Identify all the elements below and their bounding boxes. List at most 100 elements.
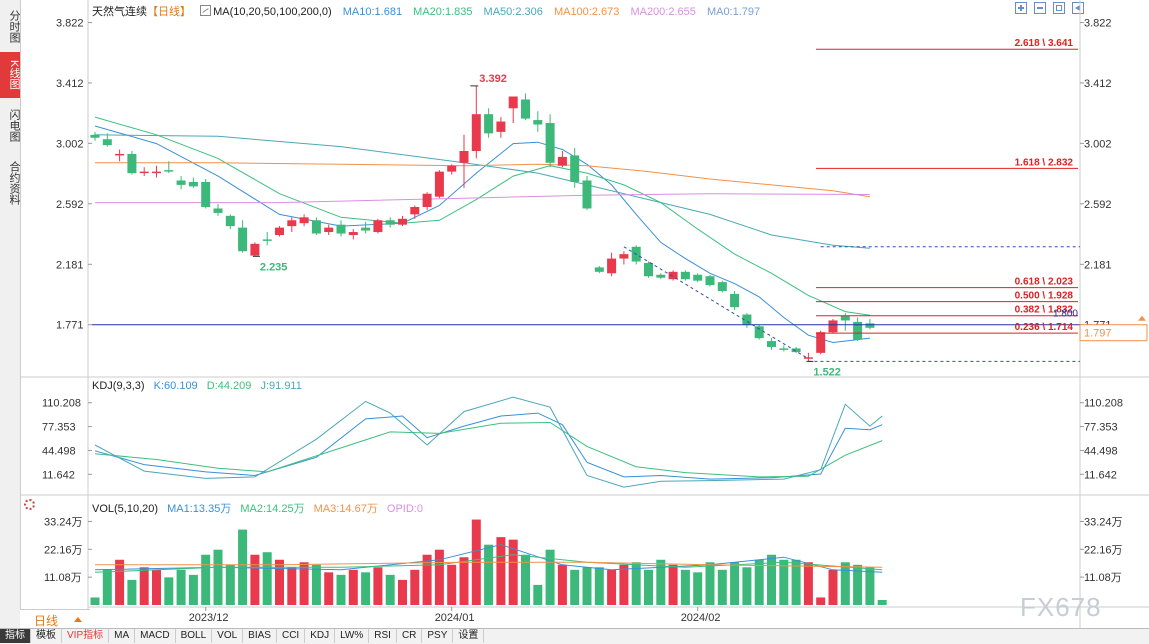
price-marker-icon [1138, 315, 1146, 321]
zoom-in-icon[interactable] [1015, 2, 1027, 14]
tab-contract-info[interactable]: 合约资料 [8, 161, 20, 205]
volume-label[interactable]: VOL(5,10,20) [92, 503, 159, 515]
chart-settings-icon[interactable] [1053, 2, 1066, 14]
period-selector[interactable]: 日线 [20, 609, 90, 628]
current-price-box [1079, 324, 1148, 342]
indicator-tab[interactable]: VOL [212, 629, 244, 643]
fib-side-label: 1.800 [1053, 308, 1078, 319]
period-tag[interactable]: 【日线】 [147, 6, 191, 18]
indicator-tab[interactable]: 设置 [453, 629, 485, 643]
kdj-line-k [94, 412, 883, 480]
tab-kline[interactable]: K线图 [0, 52, 20, 98]
candle-body [853, 321, 863, 340]
volume-bar [582, 567, 592, 605]
candle-body [865, 323, 875, 328]
volume-bar [853, 564, 863, 605]
indicator-tab[interactable]: CCI [277, 629, 306, 643]
volume-bar [324, 572, 334, 605]
volume-bar [287, 567, 297, 605]
candle-body [201, 181, 211, 207]
candle-body [152, 171, 161, 174]
candle-body [484, 114, 494, 134]
indicator-tab[interactable]: 指标 [0, 629, 31, 643]
candle-body [816, 332, 826, 353]
volume-bar [422, 554, 432, 605]
main-legend: 天然气连续【日线】 MA(10,20,50,100,200,0) MA10:1.… [92, 3, 760, 19]
candle-body [594, 267, 604, 272]
indicator-tab[interactable]: PSY [422, 629, 454, 643]
kdj-label[interactable]: KDJ(9,3,3) [92, 380, 145, 392]
indicator-tab[interactable]: MA [109, 629, 136, 643]
candle-body [262, 239, 272, 241]
zoom-out-icon[interactable] [1034, 2, 1047, 14]
price-tick-label: 3.412 [56, 78, 84, 90]
volume-bar [521, 554, 530, 605]
candle-body [213, 208, 223, 213]
candle-body [139, 171, 149, 174]
indicator-tab[interactable]: RSI [369, 629, 397, 643]
volume-bar [373, 567, 383, 605]
settings-gear-icon[interactable] [24, 499, 35, 510]
indicator-tab[interactable]: LW% [335, 629, 370, 643]
volume-bar [213, 549, 223, 605]
tab-flash-chart[interactable]: 闪电图 [8, 108, 20, 142]
candle-body [422, 193, 432, 207]
volume-bar [668, 564, 678, 605]
volume-bar [139, 567, 149, 605]
volume-tick-label: 22.16万 [1084, 544, 1123, 556]
volume-bar [336, 574, 346, 605]
tab-timeshare[interactable]: 分时图 [8, 9, 20, 43]
kdj-tick-label: 44.498 [1084, 445, 1118, 457]
candle-body [803, 357, 813, 359]
volume-bar [705, 562, 715, 605]
volume-bar [176, 569, 186, 605]
candle-body [779, 348, 789, 350]
price-tick-label: 2.181 [56, 259, 84, 271]
price-tick-label: 3.822 [1084, 18, 1112, 30]
volume-bar [496, 537, 506, 605]
sidebar: 分时图 K线图 闪电图 合约资料 [0, 0, 21, 628]
indicator-tab[interactable]: 模板 [31, 629, 62, 643]
low-label: 2.235 [260, 261, 288, 273]
ma-params[interactable]: MA(10,20,50,100,200,0) [213, 6, 332, 18]
candle-body [176, 180, 186, 185]
ma-line-ma200 [95, 193, 870, 204]
volume-legend: VOL(5,10,20) MA1:13.35万 MA2:14.25万 MA3:1… [92, 500, 423, 516]
volume-bar [127, 579, 137, 605]
vol-ma2-value: MA2:14.25万 [240, 503, 305, 515]
volume-bar [250, 554, 260, 605]
instrument-title: 天然气连续 [92, 6, 147, 18]
kdj-tick-label: 110.208 [1084, 398, 1123, 410]
indicator-tab[interactable]: CR [397, 629, 423, 643]
volume-bar [779, 559, 789, 605]
scroll-left-icon[interactable] [1072, 2, 1085, 14]
candle-body [336, 224, 346, 234]
ma-line-ma100 [95, 162, 870, 198]
volume-bar [767, 554, 776, 605]
volume-bar [693, 572, 703, 605]
chart-canvas[interactable]: 3.822 3.822 3.412 3.412 3.002 3.002 2.592 2.592… [0, 0, 1149, 628]
volume-ma-line [95, 561, 883, 568]
kdj-legend: KDJ(9,3,3) K:60.109 D:44.209 J:91.911 [92, 380, 302, 392]
kdj-line-d [94, 421, 883, 478]
fib-level-label: 0.382 \ 1.832 [1015, 305, 1074, 316]
indicator-tab[interactable]: KDJ [305, 629, 336, 643]
volume-bar [607, 569, 617, 605]
ma-toggle-icon[interactable] [200, 5, 212, 16]
volume-bar [188, 574, 198, 605]
fib-level-label: 0.618 \ 2.023 [1015, 277, 1074, 288]
candle-body [717, 282, 727, 291]
ma200-value: MA200:2.655 [630, 6, 696, 18]
kdj-line-j [94, 396, 883, 488]
indicator-tab[interactable]: BOLL [176, 629, 213, 643]
candle-body [188, 181, 198, 187]
volume-bar [447, 564, 457, 605]
volume-ma-line [94, 544, 883, 573]
volume-bar [152, 569, 161, 605]
indicator-tab[interactable]: MACD [135, 629, 176, 643]
price-tick-label: 3.822 [56, 18, 84, 30]
indicator-tab[interactable]: VIP指标 [62, 629, 110, 643]
indicator-tab[interactable]: BIAS [243, 629, 277, 643]
chevron-up-icon [74, 617, 82, 622]
